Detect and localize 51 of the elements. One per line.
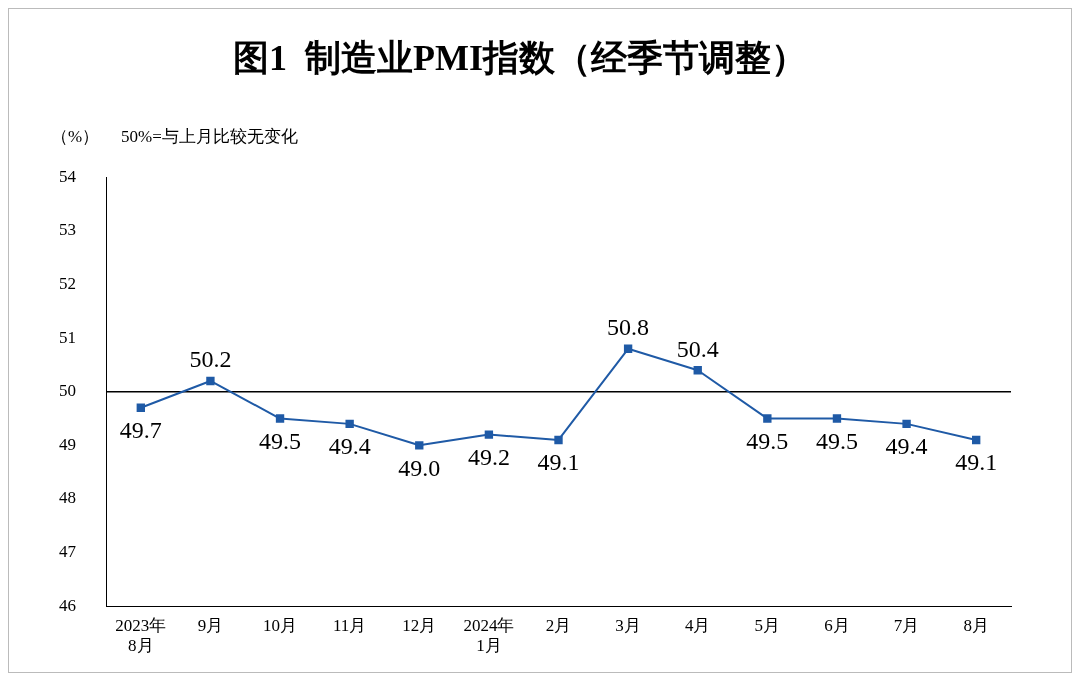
y-tick-label: 46 bbox=[59, 595, 76, 615]
y-tick-label: 51 bbox=[59, 327, 76, 347]
data-label: 49.5 bbox=[259, 427, 302, 454]
point bbox=[623, 344, 633, 353]
data-label: 49.1 bbox=[955, 449, 998, 476]
x-tick-label: 7月 bbox=[893, 615, 920, 635]
point bbox=[554, 435, 563, 445]
y-tick-label: 47 bbox=[59, 542, 77, 562]
point bbox=[415, 441, 424, 450]
point bbox=[693, 366, 702, 375]
data-label: 49.2 bbox=[467, 443, 510, 470]
x-tick-label: 6月 bbox=[824, 615, 850, 635]
data-label: 49.5 bbox=[746, 427, 789, 454]
data-label: 50.4 bbox=[676, 335, 719, 362]
y-tick-label: 48 bbox=[59, 488, 76, 508]
x-tick-label: 11月 bbox=[332, 615, 367, 635]
data-label: 50.2 bbox=[189, 346, 232, 373]
data-label: 49.4 bbox=[328, 433, 371, 460]
x-tick-label: 2024年 1月 bbox=[463, 615, 515, 656]
x-tick-label: 2023年 8月 bbox=[115, 615, 167, 656]
point bbox=[136, 403, 145, 412]
x-tick-label: 12月 bbox=[402, 615, 437, 635]
x-tick-label: 8月 bbox=[963, 615, 989, 635]
point bbox=[275, 414, 285, 423]
data-label: 49.0 bbox=[398, 454, 441, 481]
point bbox=[345, 419, 354, 429]
x-tick-label: 3月 bbox=[615, 615, 641, 635]
x-tick-label: 10月 bbox=[263, 615, 298, 635]
point bbox=[763, 414, 772, 423]
point bbox=[206, 376, 215, 386]
y-tick-label: 49 bbox=[59, 434, 76, 454]
data-label: 49.1 bbox=[537, 449, 580, 476]
x-tick-label: 4月 bbox=[684, 615, 711, 635]
y-tick-label: 54 bbox=[59, 166, 77, 186]
y-tick-label: 50 bbox=[59, 381, 76, 401]
point bbox=[832, 414, 842, 423]
point bbox=[902, 419, 911, 429]
text: 50%=与上月比较无变化 bbox=[121, 127, 298, 147]
data-label: 50.8 bbox=[607, 314, 650, 341]
point bbox=[972, 435, 981, 445]
x-tick-label: 2月 bbox=[545, 615, 572, 635]
y-axis-title: （%） bbox=[51, 127, 100, 147]
data-label: 49.4 bbox=[885, 433, 928, 460]
chart-title: 图1 制造业PMI指数（经季节调整） bbox=[233, 37, 807, 78]
x-tick-label: 5月 bbox=[754, 615, 781, 635]
data-label: 49.7 bbox=[119, 417, 162, 444]
y-tick-label: 53 bbox=[59, 220, 76, 240]
data-label: 49.5 bbox=[815, 427, 858, 454]
y-tick-label: 52 bbox=[59, 273, 76, 293]
point bbox=[484, 430, 494, 439]
x-tick-label: 9月 bbox=[197, 615, 224, 635]
